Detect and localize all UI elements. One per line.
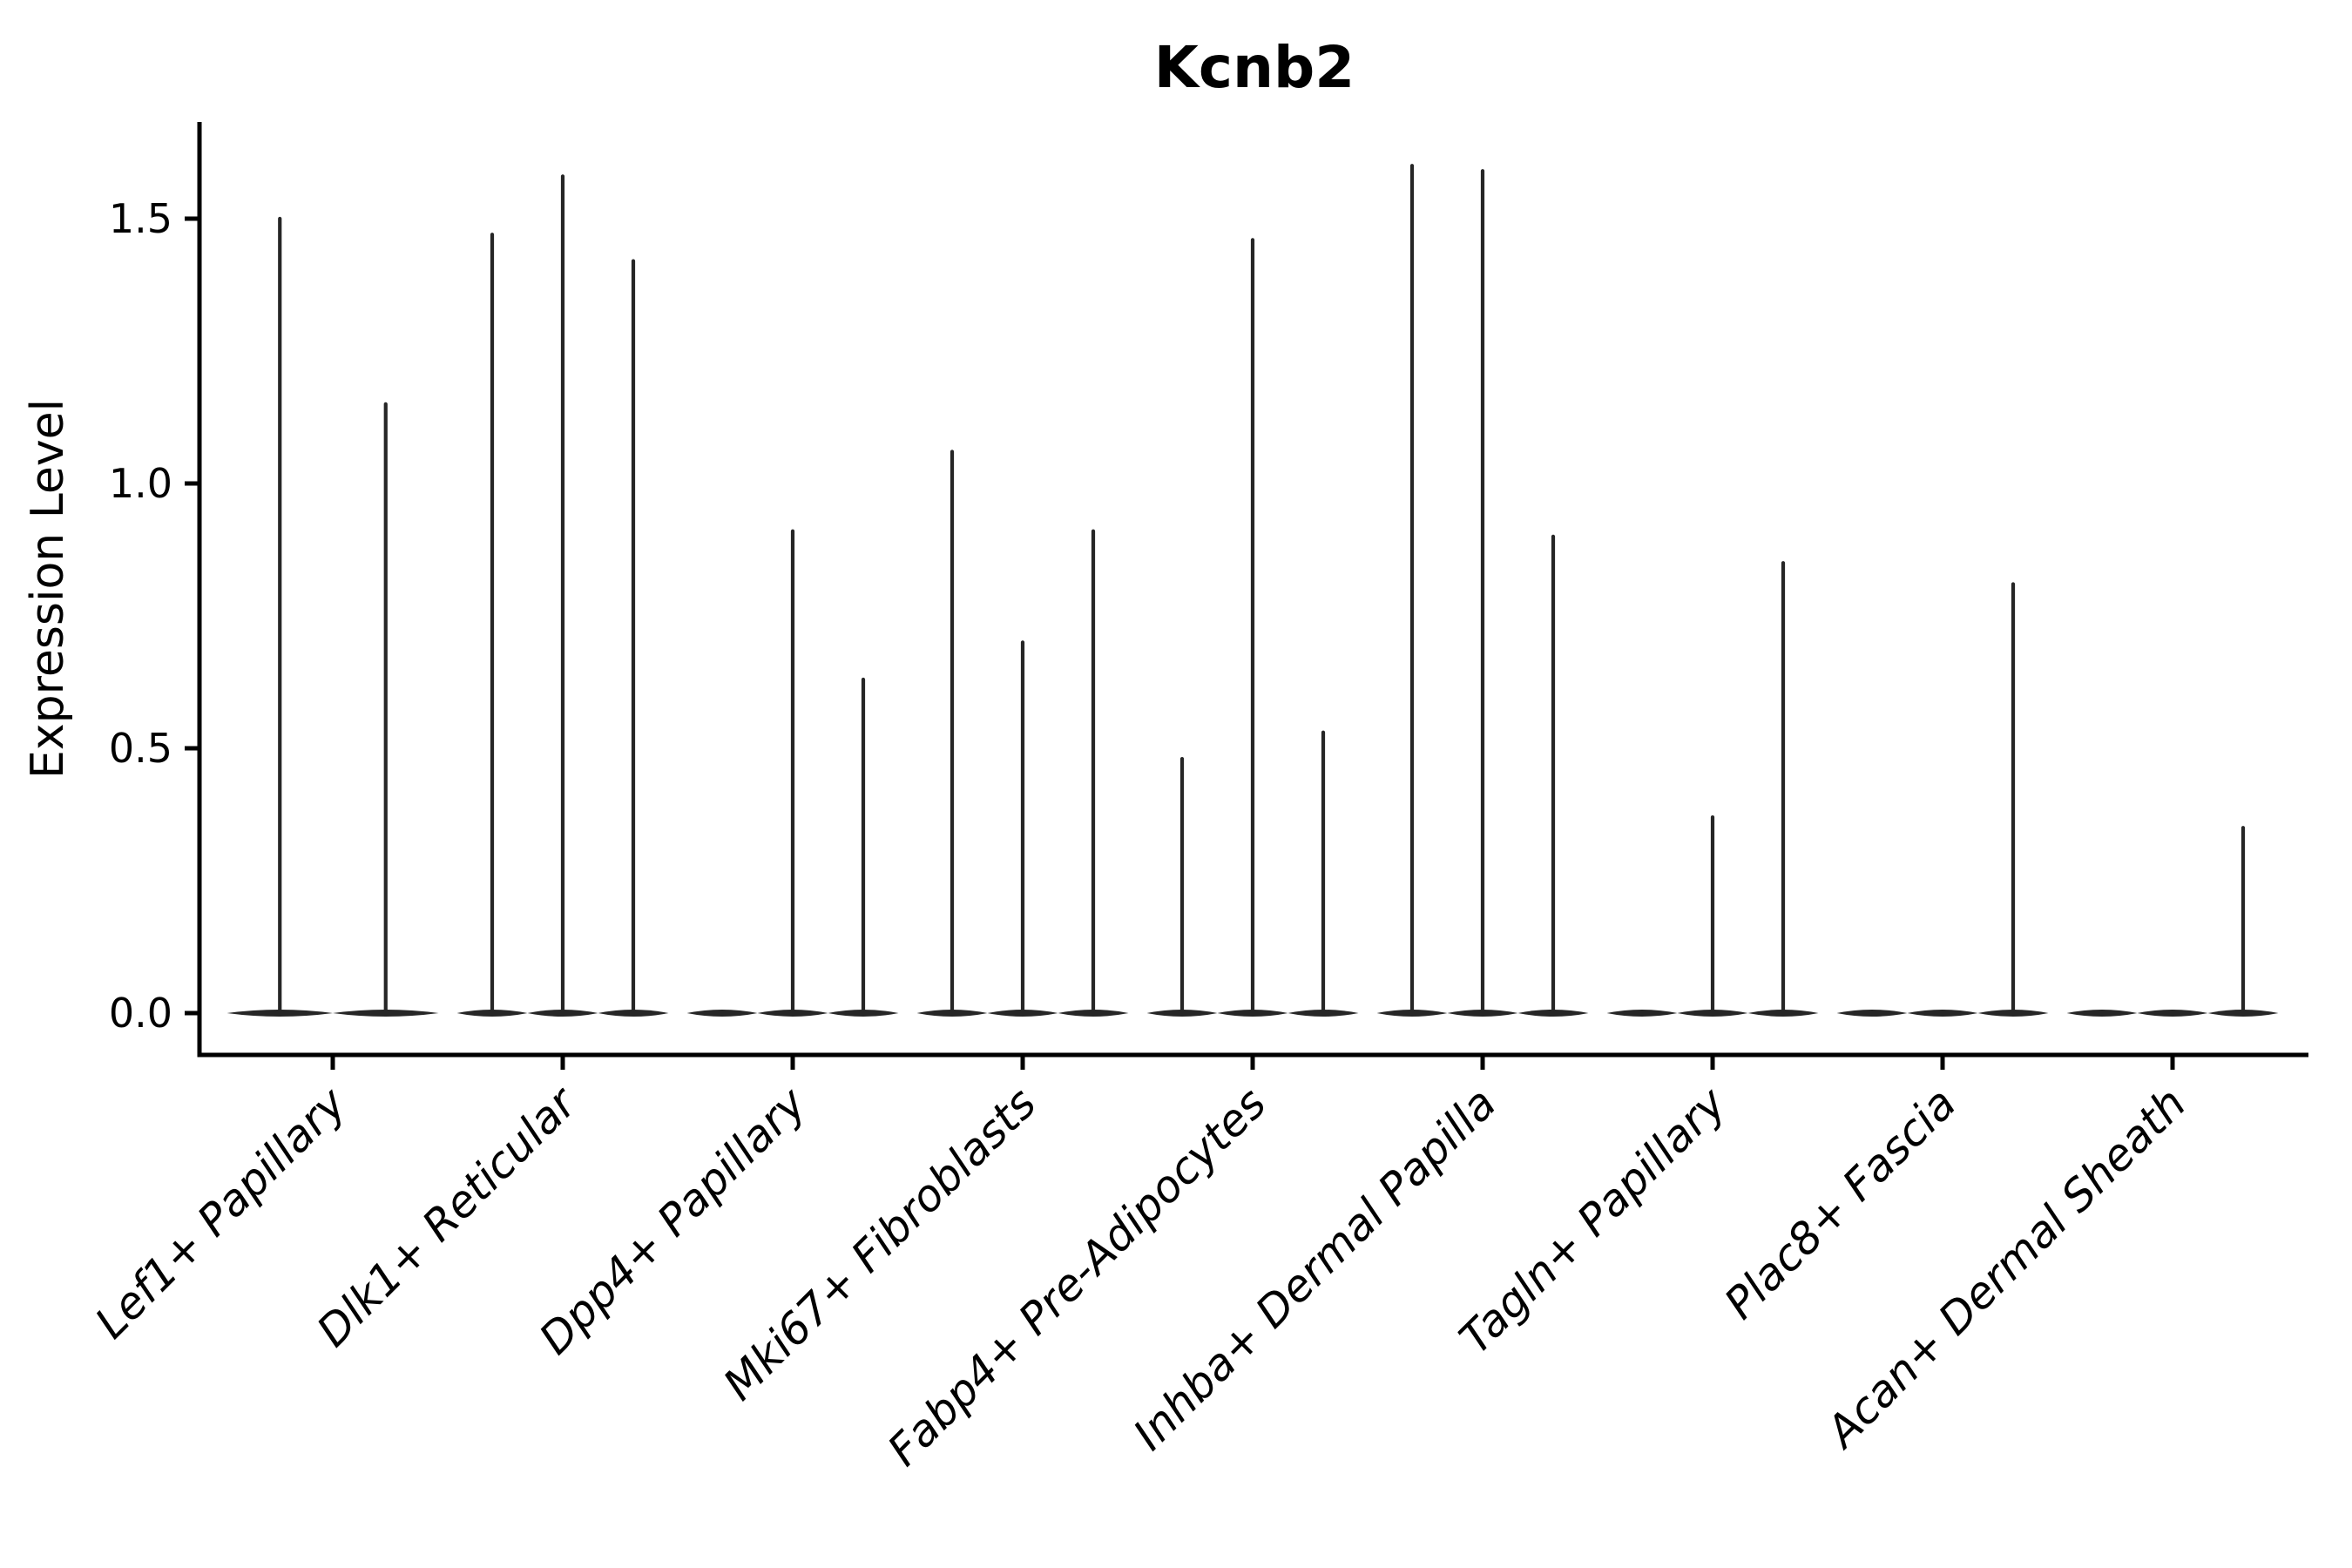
y-tick-label: 0.0 — [109, 990, 172, 1037]
violin-lens — [1836, 1010, 1908, 1017]
violins-group — [226, 164, 2279, 1017]
y-tick-label: 1.5 — [109, 195, 172, 242]
chart-title: Kcnb2 — [1154, 34, 1355, 101]
y-tick-label: 1.0 — [109, 460, 172, 507]
x-tick-label: Lef1+ Papillary — [85, 1077, 356, 1348]
x-tick-label: Inhba+ Dermal Papilla — [1124, 1078, 1505, 1459]
violin-lens — [2066, 1010, 2138, 1017]
violin-lens — [1907, 1010, 1978, 1017]
x-tick-label: Fabp4+ Pre-Adipocytes — [878, 1078, 1276, 1476]
y-tick-label: 0.5 — [109, 725, 172, 772]
violin-lens — [1606, 1010, 1678, 1017]
violin-lens — [2137, 1010, 2208, 1017]
violin-lens — [686, 1010, 758, 1017]
x-tick-label: Plac8+ Fascia — [1715, 1078, 1966, 1328]
y-axis-label: Expression Level — [22, 399, 74, 779]
